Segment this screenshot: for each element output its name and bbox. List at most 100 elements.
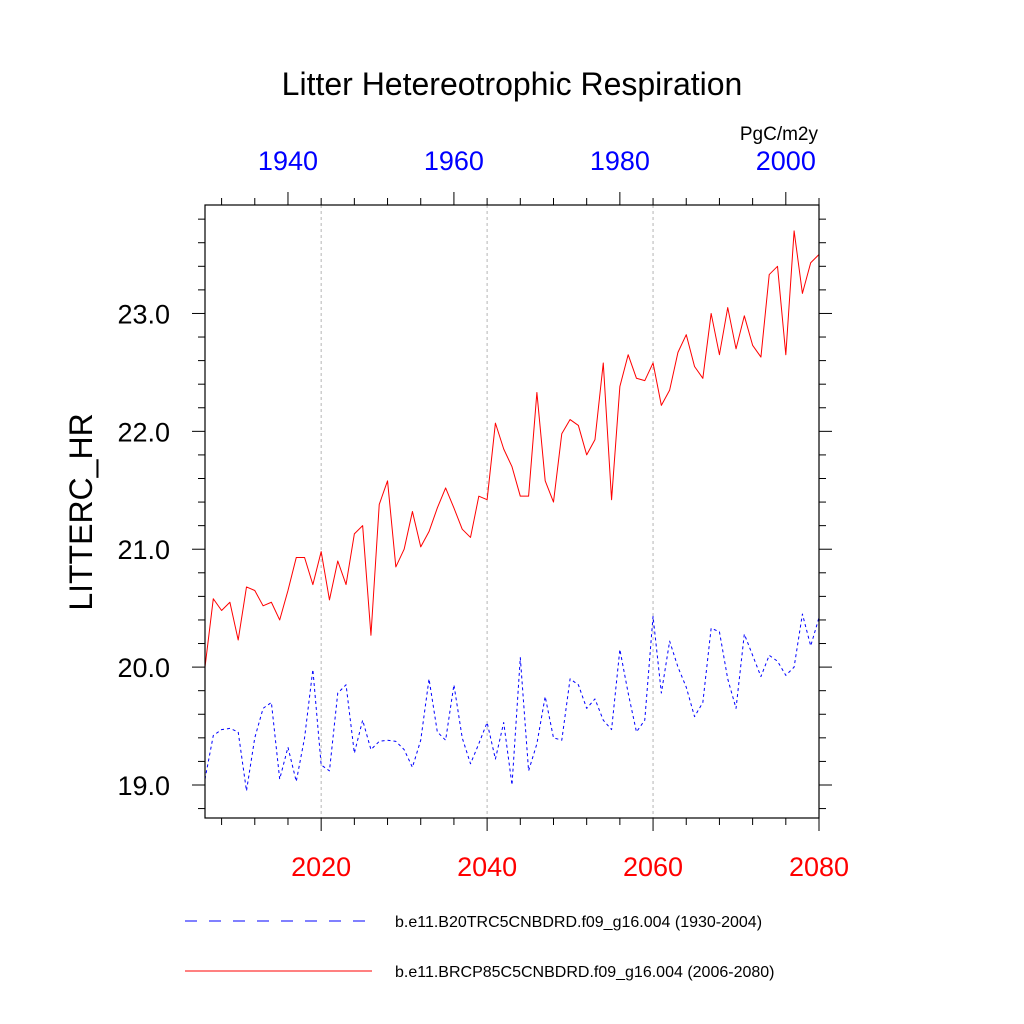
x-top-tick-label: 1960 [424,146,484,176]
data-point [668,389,671,392]
data-point [585,453,588,456]
data-point [311,668,314,671]
data-point [652,361,655,364]
data-point [295,780,298,783]
data-point [486,498,489,501]
data-point [751,654,754,657]
data-point [403,548,406,551]
data-point [253,589,256,592]
y-tick-label: 20.0 [117,653,170,683]
x-top-tick-label: 2000 [756,146,816,176]
data-point [560,739,563,742]
data-point [701,377,704,380]
data-point [486,721,489,724]
data-point [336,692,339,695]
data-point [610,728,613,731]
data-point [519,495,522,498]
data-point [784,674,787,677]
data-point [353,532,356,535]
data-point [477,495,480,498]
data-point [784,353,787,356]
data-point [776,265,779,268]
data-point [577,424,580,427]
data-point [369,748,372,751]
data-point [635,730,638,733]
data-point [643,379,646,382]
data-point [303,556,306,559]
y-tick-label: 22.0 [117,417,170,447]
data-point [286,746,289,749]
data-point [535,391,538,394]
data-point [245,789,248,792]
data-point [428,677,431,680]
data-point [735,707,738,710]
data-point [610,498,613,501]
data-point [228,601,231,604]
data-point [560,432,563,435]
data-point [228,727,231,730]
data-point [436,730,439,733]
data-point [511,783,514,786]
data-point [693,365,696,368]
chart-title: Litter Hetereotrophic Respiration [282,66,743,102]
data-point [494,758,497,761]
data-point [627,353,630,356]
data-point [726,306,729,309]
x-top-tick-label: 1980 [590,146,650,176]
data-point [428,530,431,533]
data-point [759,356,762,359]
data-point [394,740,397,743]
data-point [735,347,738,350]
data-point [618,648,621,651]
data-point [535,742,538,745]
data-point [212,734,215,737]
data-point [577,683,580,686]
data-point [328,769,331,772]
data-point [378,740,381,743]
data-point [444,486,447,489]
data-point [569,677,572,680]
data-point [469,762,472,765]
data-point [361,719,364,722]
data-point [237,638,240,641]
data-point [759,675,762,678]
data-point [793,229,796,232]
data-point [345,583,348,586]
x-bottom-tick-label: 2020 [291,852,351,882]
data-point [220,609,223,612]
data-point [743,314,746,317]
data-point [701,701,704,704]
data-point [253,736,256,739]
legend: b.e11.B20TRC5CNBDRD.f09_g16.004 (1930-20… [185,914,774,981]
data-point [278,778,281,781]
data-point [618,385,621,388]
data-point [552,736,555,739]
axis-ticks [192,192,832,831]
data-point [295,556,298,559]
data-point [444,739,447,742]
data-point [469,536,472,539]
data-point [212,597,215,600]
data-point [593,438,596,441]
data-point [527,769,530,772]
data-point [378,503,381,506]
data-point [685,686,688,689]
data-point [751,344,754,347]
data-point [419,739,422,742]
data-point [311,583,314,586]
data-point [220,728,223,731]
data-point [320,763,323,766]
x-bottom-tick-label: 2060 [623,852,683,882]
data-point [718,630,721,633]
data-point [286,589,289,592]
data-point [262,604,265,607]
data-point [552,501,555,504]
data-point [452,683,455,686]
y-tick-label: 23.0 [117,299,170,329]
data-point [502,448,505,451]
data-point [386,479,389,482]
data-point [627,692,630,695]
legend-label-rcp85: b.e11.BRCP85C5CNBDRD.f09_g16.004 (2006-2… [395,964,774,981]
series-line-historical [204,613,820,792]
